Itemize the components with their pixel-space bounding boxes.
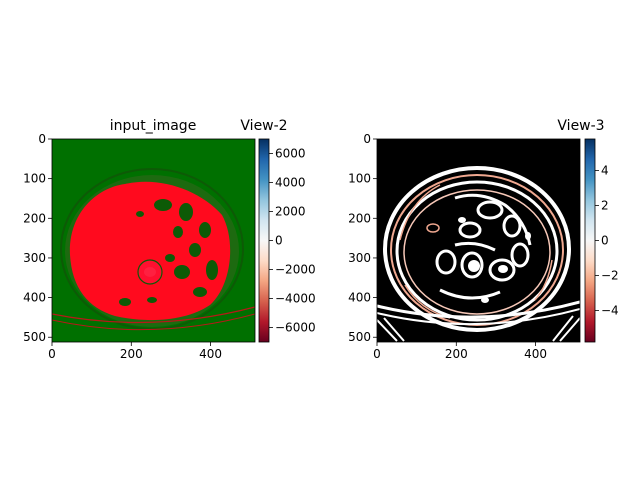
input-image-title: input_image (110, 118, 197, 134)
input-image-x-tick-label: 400 (199, 347, 222, 361)
edge-map-y-tick-label: 500 (348, 330, 371, 344)
edge-map-y-tick-label: 300 (348, 251, 371, 265)
input-image-x-tick-label: 0 (48, 347, 56, 361)
edge-map-colorbar-tick-label: 4 (601, 164, 609, 178)
edge-map-y-tick-label: 200 (348, 211, 371, 225)
input-image-y-tick-label: 500 (23, 330, 46, 344)
input-image-colorbar-ticks: 6000 4000 2000 0 −2000 −4000 −6000 (269, 147, 316, 335)
input-image-colorbar-tick-label: −2000 (275, 263, 316, 277)
input-image-colorbar-tick-label: 0 (275, 234, 283, 248)
edge-map-colorbar-tick-label: −4 (601, 304, 619, 318)
edge-map-heatmap (377, 139, 580, 342)
edge-map-x-tick-label: 200 (445, 347, 468, 361)
input-image-y-tick-label: 0 (38, 132, 46, 146)
edge-map-x-tick-label: 400 (524, 347, 547, 361)
input-image-colorbar-tick-label: 6000 (275, 147, 306, 161)
edge-map-colorbar-tick-label: −2 (601, 269, 619, 283)
edge-map-colorbar-tick-label: 2 (601, 199, 609, 213)
edge-map-colorbar: 4 2 0 −2 −4 (584, 138, 619, 343)
edge-map-colorbar-title: View-3 (557, 118, 604, 134)
input-image-x-tick-label: 200 (120, 347, 143, 361)
input-image-heatmap (52, 139, 255, 342)
input-image-colorbar-tick-label: −4000 (275, 292, 316, 306)
input-image-y-tick-label: 100 (23, 172, 46, 186)
input-image-y-tick-label: 200 (23, 211, 46, 225)
input-image-y-tick-label: 300 (23, 251, 46, 265)
edge-map-colorbar-ticks: 4 2 0 −2 −4 (595, 164, 619, 318)
input-image-y-tick-label: 400 (23, 291, 46, 305)
input-image-axis-ticks: 0 200 400 0 100 200 300 400 500 (23, 132, 222, 361)
input-image-colorbar-tick-label: 2000 (275, 205, 306, 219)
edge-map-y-tick-label: 100 (348, 172, 371, 186)
input-image-colorbar-tick-label: −6000 (275, 321, 316, 335)
edge-map-colorbar-tick-label: 0 (601, 234, 609, 248)
edge-map-y-tick-label: 400 (348, 291, 371, 305)
input-image-colorbar: 6000 4000 2000 0 −2000 −4000 −6000 (258, 138, 316, 343)
edge-map-x-tick-label: 0 (373, 347, 381, 361)
input-image-colorbar-tick-label: 4000 (275, 176, 306, 190)
edge-map-panel: 0 200 400 0 100 200 300 400 500 4 2 0 −2 −4 View-3 (348, 118, 619, 361)
input-image-colorbar-title: View-2 (240, 118, 287, 134)
edge-map-axis-ticks: 0 200 400 0 100 200 300 400 500 (348, 132, 547, 361)
edge-map-y-tick-label: 0 (363, 132, 371, 146)
